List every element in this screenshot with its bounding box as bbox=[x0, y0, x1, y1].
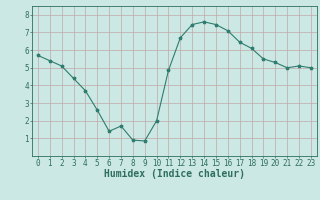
X-axis label: Humidex (Indice chaleur): Humidex (Indice chaleur) bbox=[104, 169, 245, 179]
